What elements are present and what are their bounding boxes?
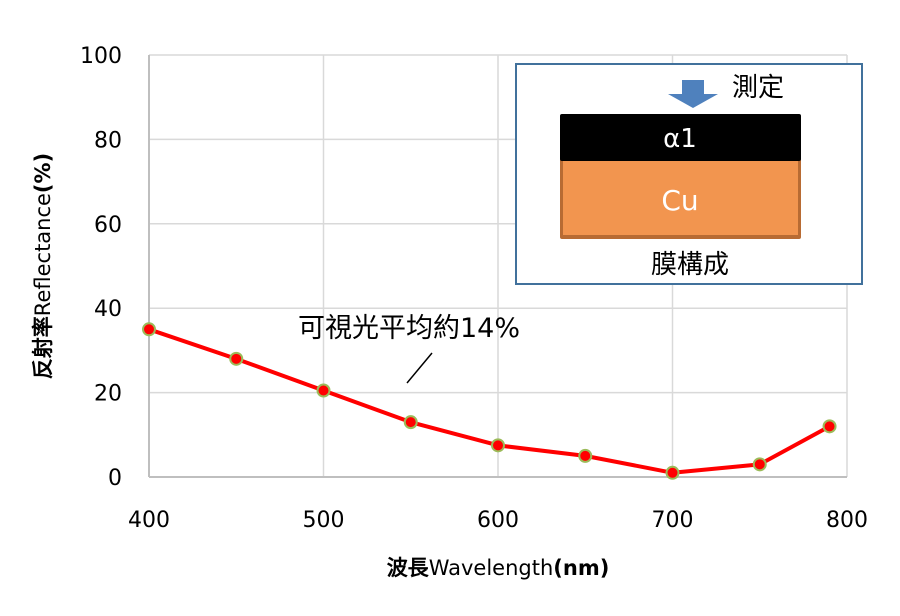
y-tick-label: 40	[94, 297, 122, 322]
measure-label: 測定	[732, 73, 784, 103]
inset-caption: 膜構成	[651, 250, 729, 280]
y-tick-label: 60	[94, 213, 122, 238]
x-tick-label: 700	[652, 508, 694, 533]
alpha1-label: α1	[663, 124, 697, 154]
cu-label: Cu	[661, 184, 698, 217]
x-axis-title: 波長Wavelength(nm)	[387, 556, 610, 580]
data-point	[578, 448, 593, 463]
data-point	[403, 415, 418, 430]
data-markers	[142, 322, 837, 480]
x-tick-label: 600	[477, 508, 519, 533]
average-annotation: 可視光平均約14%	[298, 313, 520, 344]
film-structure-inset: 測定 α1 Cu 膜構成	[515, 63, 863, 285]
data-point	[822, 419, 837, 434]
y-tick-label: 80	[94, 128, 122, 153]
x-tick-label: 500	[303, 508, 345, 533]
data-point	[142, 322, 156, 337]
y-axis-title: 反射率Reflectance(%)	[31, 153, 55, 379]
data-point	[229, 351, 244, 366]
plot-frame	[148, 55, 847, 478]
x-axis-ticks: 400 500 600 700 800	[128, 508, 868, 533]
data-point	[316, 383, 331, 398]
alpha1-layer	[560, 114, 801, 161]
data-point	[665, 465, 680, 480]
reflectance-line	[148, 327, 831, 475]
data-point	[752, 457, 767, 472]
annotation-leader-line	[406, 352, 433, 384]
x-tick-label: 400	[128, 508, 170, 533]
y-tick-label: 0	[108, 466, 122, 491]
measure-arrow-icon	[668, 80, 718, 108]
y-tick-label: 20	[94, 382, 122, 407]
x-tick-label: 800	[826, 508, 868, 533]
y-tick-label: 100	[80, 44, 122, 69]
data-point	[491, 438, 505, 453]
y-axis-ticks: 0 20 40 60 80 100	[80, 44, 122, 491]
